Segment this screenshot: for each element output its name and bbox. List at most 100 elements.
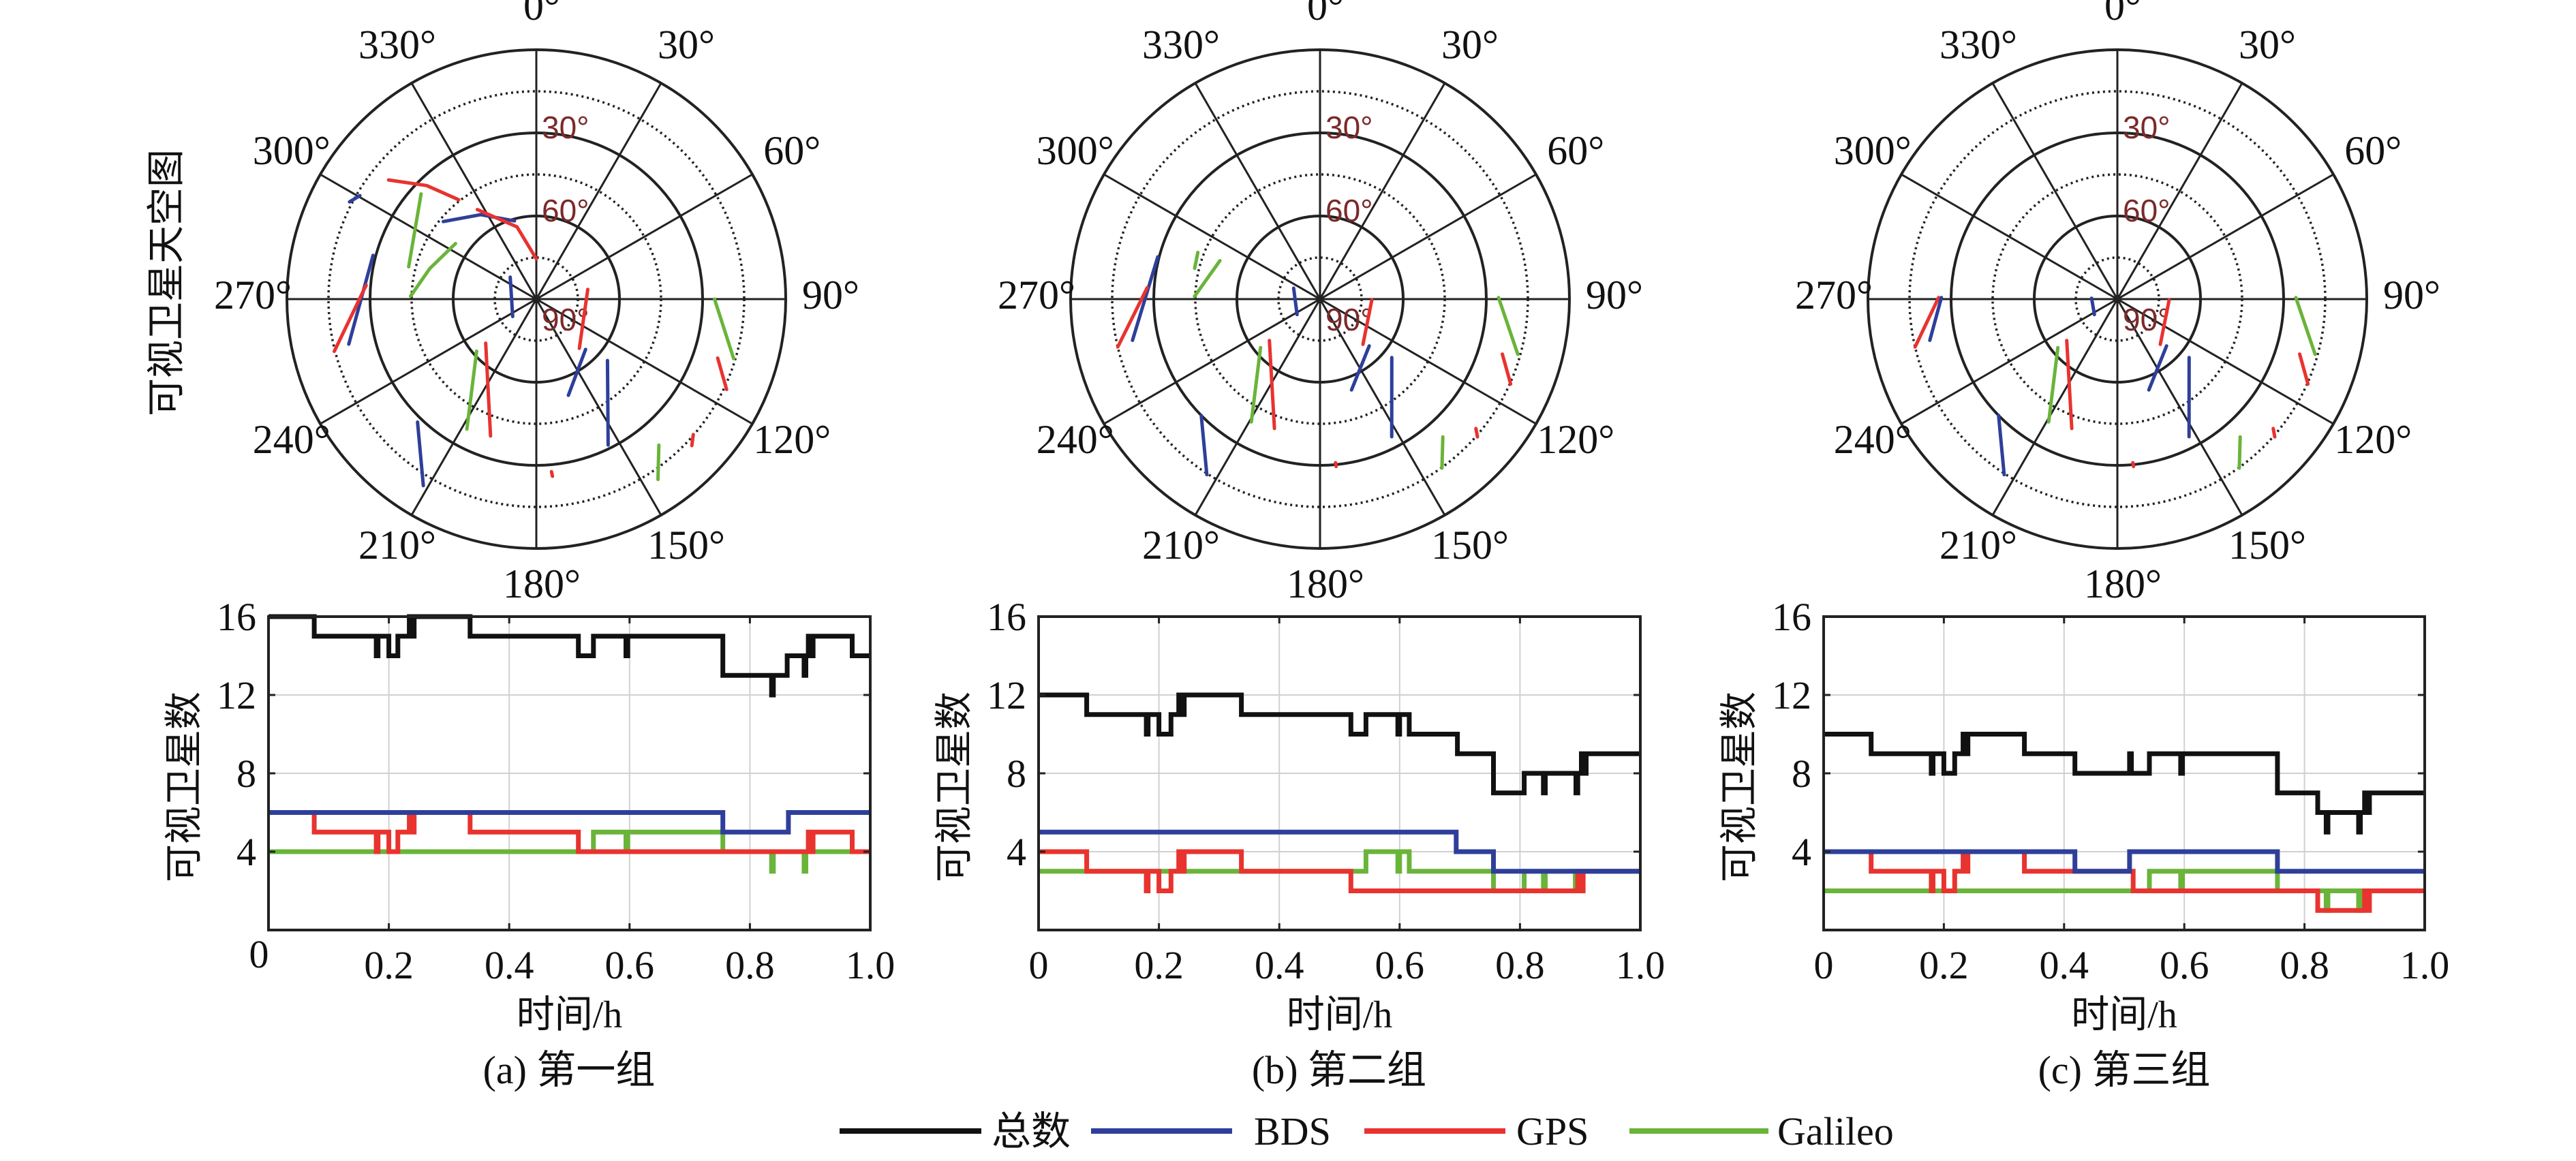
y-tick-label: 16 <box>217 595 256 639</box>
satellite-track-bds <box>1199 414 1209 477</box>
azimuth-tick-label: 90° <box>802 273 859 318</box>
series-line-total <box>269 614 870 698</box>
x-tick-label: 0.2 <box>1919 943 1969 987</box>
series-line-gps <box>269 810 870 854</box>
azimuth-tick-label: 150° <box>2228 523 2306 568</box>
count-plot-c: 0 0.2 0.4 0.6 0.8 1.0 4 8 12 16 时间/h 可视卫星数 <box>1719 595 2449 1036</box>
satellite-track-bds <box>1928 296 1944 342</box>
x-tick-label: 0.6 <box>1375 943 1425 987</box>
azimuth-tick-label: 120° <box>2334 417 2412 462</box>
azimuth-tick-label: 0° <box>2104 0 2141 29</box>
series-line-bds <box>1824 849 2425 874</box>
satellite-track-bds <box>348 194 362 204</box>
azimuth-tick-label: 270° <box>214 273 292 318</box>
satellite-track-gps <box>2065 339 2074 431</box>
satellite-track-bds <box>1997 414 2006 477</box>
legend-label-galileo: Galileo <box>1777 1109 1894 1154</box>
satellite-track-gps <box>690 433 695 448</box>
legend-label-gps: GPS <box>1516 1109 1589 1154</box>
azimuth-tick-label: 330° <box>358 22 436 67</box>
satellite-track-bds <box>416 420 425 488</box>
satellite-track-bds <box>2089 296 2096 317</box>
x-tick-label: 0.8 <box>725 943 775 987</box>
y-axis-label: 可视卫星数 <box>1719 692 1761 882</box>
azimuth-tick-label: 90° <box>1586 273 1643 318</box>
skyplot-ylabel: 可视卫星天空图 <box>146 149 188 416</box>
azimuth-tick-label: 30° <box>658 22 715 67</box>
y-tick-label: 12 <box>1772 673 1811 717</box>
satellite-track-gps <box>577 288 589 350</box>
azimuth-tick-label: 180° <box>1287 561 1364 606</box>
satellite-track-galileo <box>2294 296 2317 356</box>
satellite-track-gps <box>386 178 461 202</box>
satellite-track-galileo <box>408 242 457 298</box>
x-tick-label: 0.8 <box>1495 943 1545 987</box>
skyplot-c: 0° 30° 60° 90° 120° 150° 180° 210° 240° 270° 300° 3… <box>1795 0 2440 606</box>
azimuth-tick-label: 120° <box>1537 417 1614 462</box>
azimuth-tick-label: 60° <box>1547 128 1604 173</box>
satellite-track-gps <box>1116 285 1149 349</box>
caption-c: (c) 第三组 <box>2038 1048 2211 1092</box>
azimuth-tick-label: 240° <box>1037 417 1114 462</box>
elevation-tick-label: 60° <box>2123 193 2171 228</box>
elevation-tick-label: 60° <box>1325 193 1373 228</box>
satellite-track-galileo <box>1193 251 1200 270</box>
satellite-track-gps <box>1474 427 1479 439</box>
x-tick-label: 0 <box>1029 943 1049 987</box>
azimuth-tick-label: 180° <box>2084 561 2162 606</box>
y-tick-label: 8 <box>1007 752 1026 796</box>
satellite-track-galileo <box>2237 435 2242 470</box>
azimuth-tick-label: 30° <box>2239 22 2296 67</box>
satellite-track-galileo <box>1440 435 1445 470</box>
series-line-bds <box>269 810 870 835</box>
caption-a: (a) 第一组 <box>483 1048 656 1092</box>
x-tick-label: 1.0 <box>846 943 895 987</box>
x-tick-label: 1.0 <box>1616 943 1666 987</box>
satellite-track-galileo <box>407 192 423 269</box>
series-line-bds <box>1039 829 1640 874</box>
azimuth-tick-label: 270° <box>998 273 1075 318</box>
azimuth-tick-label: 300° <box>1037 128 1114 173</box>
satellite-track-gps <box>1361 298 1374 346</box>
x-axis-label: 时间/h <box>2071 994 2177 1036</box>
satellite-track-bds <box>2147 344 2168 392</box>
azimuth-tick-label: 210° <box>358 523 436 568</box>
satellite-track-bds <box>1131 255 1160 342</box>
satellite-track-gps <box>333 283 368 354</box>
satellite-track-bds <box>605 358 610 447</box>
x-tick-label: 0.6 <box>2160 943 2209 987</box>
skyplots: 0° 30° 60° 90° 120° 150° 180° 210° 240° 270° 300° 3… <box>214 0 2440 606</box>
x-tick-label: 0.6 <box>605 943 655 987</box>
azimuth-tick-label: 60° <box>2344 128 2402 173</box>
y-tick-label: 4 <box>236 830 256 874</box>
count-plots: 0 0.2 0.4 0.6 0.8 1.0 4 8 12 16 时间/h 可视卫星数 0 0.2 0.4 0.… <box>164 595 2449 1036</box>
satellite-track-gps <box>2298 352 2310 386</box>
x-axis-label: 时间/h <box>517 994 623 1036</box>
azimuth-tick-label: 180° <box>503 561 581 606</box>
series-line-total <box>1039 692 1640 796</box>
x-tick-label: 0 <box>1814 943 1834 987</box>
satellite-track-gps <box>1913 296 1941 349</box>
azimuth-tick-label: 0° <box>1307 0 1344 29</box>
series-line-total <box>1824 732 2425 835</box>
satellite-track-bds <box>1291 286 1299 317</box>
zenith-point <box>2114 296 2121 303</box>
elevation-tick-label: 30° <box>542 110 589 145</box>
y-tick-label: 16 <box>1772 595 1811 639</box>
x-tick-label: 0 <box>249 932 269 976</box>
satellite-track-galileo <box>1249 345 1263 424</box>
satellite-track-gps <box>549 469 555 478</box>
satellite-track-gps <box>475 208 538 261</box>
legend-label-bds: BDS <box>1254 1109 1331 1154</box>
y-tick-label: 4 <box>1007 830 1026 874</box>
x-tick-label: 0.4 <box>2040 943 2089 987</box>
azimuth-tick-label: 270° <box>1795 273 1873 318</box>
satellite-track-galileo <box>656 443 661 482</box>
x-tick-label: 0.8 <box>2280 943 2329 987</box>
y-tick-label: 4 <box>1792 830 1811 874</box>
satellite-track-gps <box>2158 298 2171 346</box>
zenith-point <box>1317 296 1323 303</box>
x-tick-label: 0.2 <box>1134 943 1184 987</box>
elevation-tick-label: 30° <box>2123 110 2171 145</box>
azimuth-tick-label: 120° <box>753 417 831 462</box>
